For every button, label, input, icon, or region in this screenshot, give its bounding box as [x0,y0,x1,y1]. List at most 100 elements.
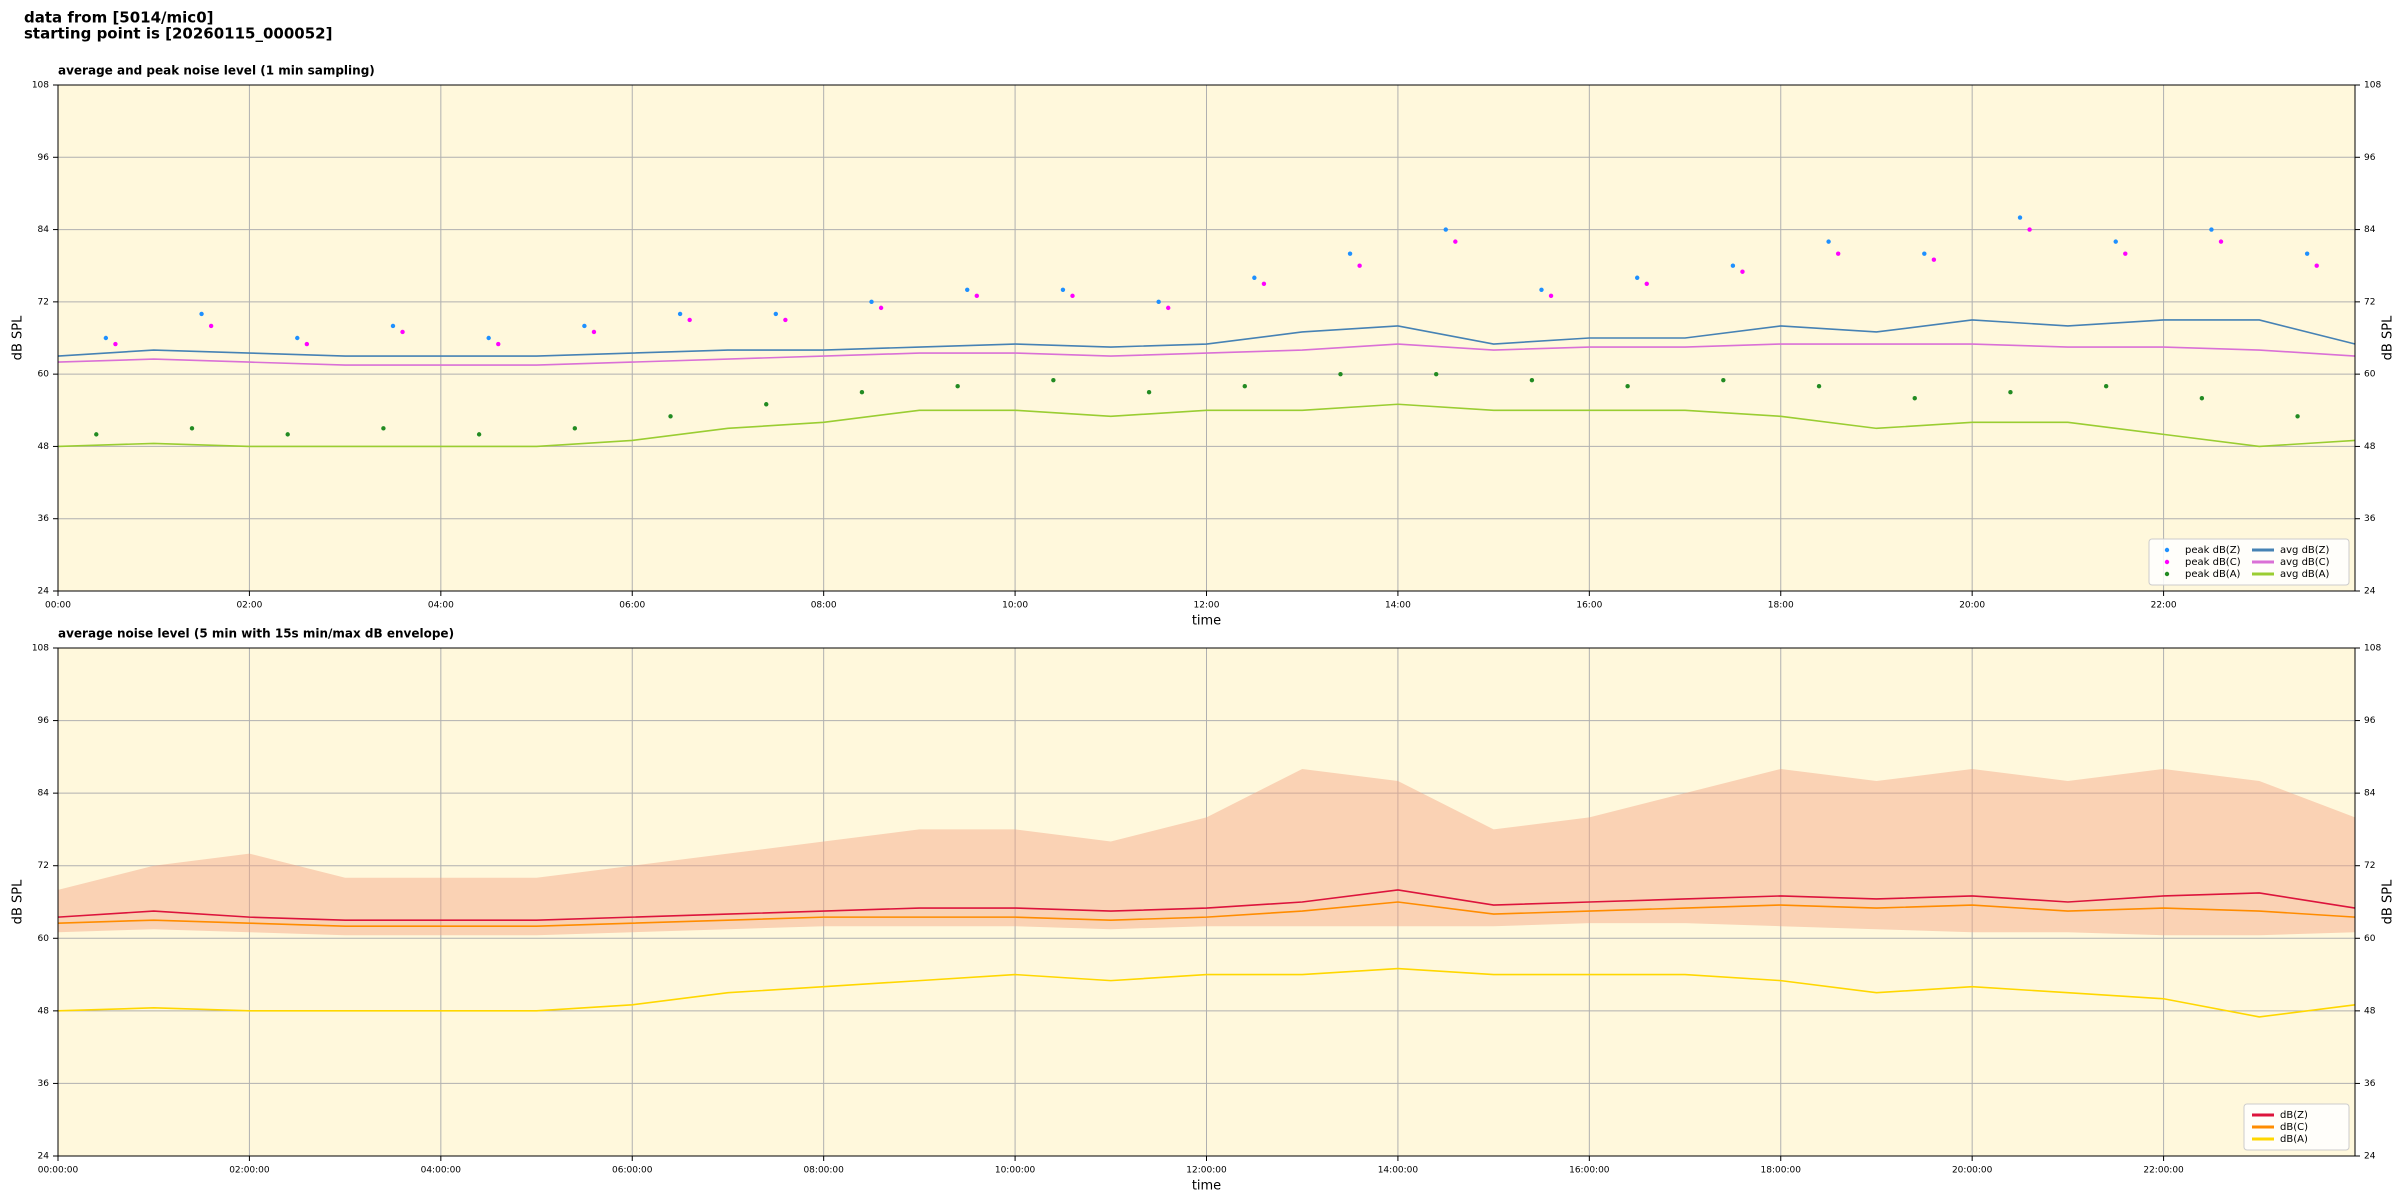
series-line [57,889,2356,921]
peak-point [869,299,874,305]
x-tick-label: 22:00:00 [2143,1166,2184,1176]
peak-point [2295,414,2300,419]
x-tick-label: 12:00:00 [1186,1166,1227,1176]
x-tick-label: 08:00 [811,601,837,611]
peak-point [1051,377,1056,383]
peak-point [965,287,970,293]
peak-point [400,329,405,335]
series-line [57,403,2356,448]
x-axis-label: time [1192,1179,1221,1194]
y-tick-label: 48 [38,442,50,452]
peak-point [486,335,491,341]
peak-point [764,402,769,407]
peak-point [1644,281,1649,286]
plot-frame [57,647,2356,1157]
peak-point [955,383,960,389]
peak-point [103,335,109,341]
peak-point [2027,227,2032,232]
legend-label: peak dB(C) [2185,557,2241,568]
y-axis-label: dB SPL [2381,315,2396,360]
peak-point [285,432,290,437]
peak-point [390,323,396,329]
peak-point [582,323,587,329]
peak-point [2113,239,2118,244]
legend-box [2148,538,2350,586]
series-line [57,319,2356,357]
header-line: data from [5014/mic0] [24,9,214,27]
peak-point [1721,377,1726,383]
peak-point [2199,396,2205,401]
y-tick-label: 96 [2364,153,2376,163]
peak-point [1070,293,1075,299]
peak-point [1931,257,1937,262]
x-tick-label: 16:00:00 [1569,1166,1610,1176]
peak-point [859,390,865,395]
y-tick-label: 96 [38,716,50,726]
peak-point [2017,215,2023,220]
peak-point [1548,293,1554,299]
peak-point [572,426,578,431]
peak-point [1261,281,1267,286]
header-line: starting point is [20260115_000052] [24,25,332,43]
x-tick-label: 00:00 [45,601,71,611]
y-axis-label: dB SPL [11,315,26,360]
y-tick-label: 72 [2364,297,2375,307]
chart-title: average noise level (5 min with 15s min/… [58,627,454,641]
series-line [57,901,2356,927]
y-axis-label: dB SPL [2381,879,2396,924]
x-tick-label: 06:00 [619,601,645,611]
legend-label: peak dB(Z) [2185,545,2241,556]
chart-title: average and peak noise level (1 min samp… [58,64,375,78]
x-tick-label: 16:00 [1576,601,1602,611]
legend-label: avg dB(A) [2280,569,2330,580]
legend-label: dB(C) [2280,1122,2308,1133]
y-tick-label: 24 [38,587,50,597]
y-tick-label: 36 [2364,514,2376,524]
y-tick-label: 72 [38,861,49,871]
peak-point [295,335,300,341]
peak-point [304,341,310,347]
peak-point [1625,383,1630,389]
peak-point [773,311,779,317]
peak-point [687,317,692,323]
y-tick-label: 84 [38,225,50,235]
peak-point [1443,227,1448,232]
y-tick-label: 72 [2364,861,2375,871]
y-tick-label: 36 [38,514,50,524]
peak-point [496,341,501,347]
x-tick-label: 14:00 [1385,601,1411,611]
y-tick-label: 24 [2364,587,2376,597]
legend-label: avg dB(Z) [2280,545,2330,556]
y-tick-label: 96 [2364,716,2376,726]
peak-point [2304,251,2310,256]
peak-point [2209,227,2214,232]
x-tick-label: 22:00 [2151,601,2177,611]
peak-point [1146,390,1152,395]
plot-frame [57,84,2356,592]
y-tick-label: 48 [38,1006,50,1016]
peak-point [2123,251,2128,256]
peak-point [476,432,482,437]
x-tick-label: 06:00:00 [612,1166,653,1176]
y-tick-label: 36 [38,1079,50,1089]
peak-point [94,432,99,437]
peak-point [1529,377,1535,383]
y-tick-label: 60 [38,370,50,380]
y-tick-label: 24 [38,1152,50,1162]
peak-point [2103,383,2109,389]
peak-point [1730,263,1736,268]
peak-point [1434,371,1439,377]
y-tick-label: 24 [2364,1152,2376,1162]
peak-point [1338,371,1343,377]
x-tick-label: 18:00 [1768,601,1794,611]
peak-point [1835,251,1841,256]
x-tick-label: 02:00 [236,601,262,611]
legend-marker [2164,547,2170,553]
legend-label: avg dB(C) [2280,557,2330,568]
peak-point [974,293,979,299]
peak-point [1357,263,1362,268]
peak-point [677,311,683,317]
peak-point [189,426,195,431]
x-tick-label: 10:00 [1002,601,1028,611]
